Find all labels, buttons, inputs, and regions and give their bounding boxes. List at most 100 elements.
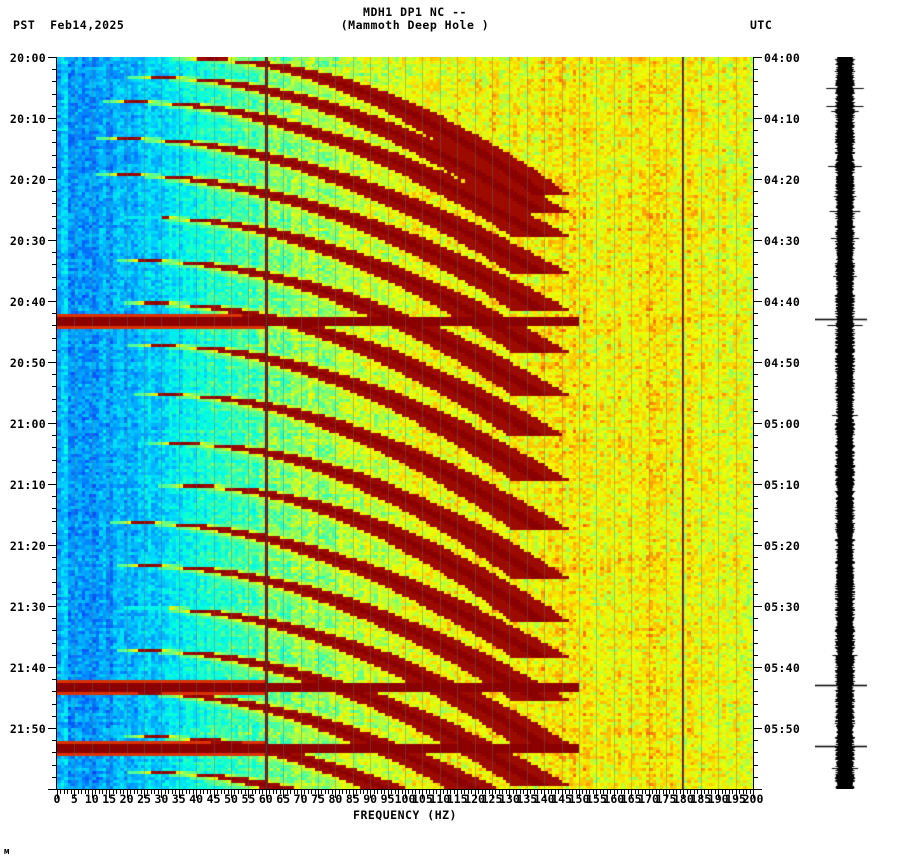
- y-axis-minor-tick-right: [753, 581, 758, 583]
- y-axis-minor-tick-right: [753, 752, 758, 754]
- x-axis-minor-tick: [192, 789, 194, 794]
- x-axis-minor-tick: [359, 789, 361, 794]
- x-axis-minor-tick: [356, 789, 358, 794]
- x-axis-minor-tick: [582, 789, 584, 794]
- x-axis-major-tick: [387, 789, 389, 798]
- x-axis-major-tick: [196, 789, 198, 798]
- x-axis-major-tick: [126, 789, 128, 798]
- y-axis-minor-tick-right: [753, 105, 758, 107]
- y-axis-minor-tick-left: [52, 93, 57, 95]
- y-axis-minor-tick-left: [52, 81, 57, 83]
- x-axis-minor-tick: [206, 789, 208, 794]
- y-axis-label-pst: 21:10: [9, 478, 46, 492]
- y-axis-minor-tick-right: [753, 740, 758, 742]
- x-axis-minor-tick: [324, 789, 326, 794]
- spectrogram-plot[interactable]: [57, 57, 753, 789]
- y-axis-minor-tick-left: [52, 557, 57, 559]
- x-axis-minor-tick: [210, 789, 212, 794]
- x-axis-minor-tick: [749, 789, 751, 794]
- x-axis-minor-tick: [547, 789, 549, 794]
- y-axis-minor-tick-left: [52, 471, 57, 473]
- x-axis-minor-tick: [690, 789, 692, 794]
- x-axis-tick-label: 190: [707, 792, 729, 806]
- y-axis-label-utc: 05:30: [764, 600, 801, 614]
- x-axis-major-tick: [405, 789, 406, 798]
- x-axis-minor-tick: [425, 789, 427, 794]
- y-axis-minor-tick-left: [52, 569, 57, 571]
- x-axis-tick-label: 40: [189, 792, 204, 806]
- y-axis-label-utc: 04:20: [764, 173, 801, 187]
- x-axis-tick-label: 80: [328, 792, 343, 806]
- corner-artifact-mark: м: [4, 847, 10, 857]
- x-axis-minor-tick: [697, 789, 699, 794]
- x-axis-major-tick: [231, 789, 232, 798]
- y-axis-label-utc: 05:40: [764, 661, 801, 675]
- y-axis-label-pst: 21:00: [9, 417, 46, 431]
- y-axis-minor-tick-left: [52, 776, 57, 778]
- y-axis-minor-tick-left: [52, 703, 57, 705]
- y-axis-minor-tick-right: [753, 630, 758, 632]
- x-axis-major-tick: [753, 789, 754, 798]
- x-axis-tick-label: 55: [241, 792, 256, 806]
- y-axis-major-tick-right: [753, 789, 762, 790]
- x-axis-tick-label: 145: [551, 792, 572, 806]
- y-axis-label-utc: 05:50: [764, 722, 801, 736]
- x-axis-minor-tick: [63, 789, 65, 794]
- y-axis-major-tick-left: [48, 423, 57, 424]
- y-axis-major-tick-left: [48, 362, 57, 363]
- y-axis-minor-tick-left: [52, 679, 57, 681]
- y-axis-minor-tick-left: [52, 593, 57, 595]
- x-axis-major-tick: [109, 789, 111, 798]
- x-axis-minor-tick: [234, 789, 236, 794]
- y-axis-label-pst: 20:30: [9, 234, 46, 248]
- x-axis-minor-tick: [519, 789, 521, 794]
- x-axis-minor-tick: [478, 789, 480, 794]
- x-axis-minor-tick: [669, 789, 671, 794]
- y-axis-minor-tick-left: [52, 142, 57, 144]
- x-axis-minor-tick: [95, 789, 97, 794]
- x-axis-minor-tick: [638, 789, 640, 794]
- y-axis-minor-tick-left: [52, 654, 57, 656]
- x-axis-major-tick: [422, 789, 424, 798]
- x-axis-minor-tick: [662, 789, 664, 794]
- x-axis-minor-tick: [676, 789, 678, 794]
- x-axis-tick-label: 50: [224, 792, 238, 806]
- x-axis-tick-label: 130: [499, 792, 520, 806]
- y-axis-minor-tick-right: [753, 374, 758, 376]
- x-axis-minor-tick: [293, 789, 295, 794]
- x-axis-tick-label: 155: [586, 792, 607, 806]
- y-axis-label-pst: 20:00: [9, 51, 46, 65]
- x-axis-minor-tick: [70, 789, 72, 794]
- x-axis-major-tick: [144, 789, 145, 798]
- x-axis-minor-tick: [620, 789, 622, 794]
- y-axis-label-pst: 20:40: [9, 295, 46, 309]
- x-axis-minor-tick: [641, 789, 643, 794]
- x-axis-major-tick: [91, 789, 93, 798]
- x-axis-minor-tick: [290, 789, 292, 794]
- x-axis-minor-tick: [533, 789, 535, 794]
- y-axis-minor-tick-left: [52, 764, 57, 766]
- x-axis-minor-tick: [338, 789, 340, 794]
- x-axis-tick-label: 85: [345, 792, 360, 806]
- x-axis-major-tick: [335, 789, 337, 798]
- x-axis-minor-tick: [227, 789, 229, 794]
- y-axis-major-tick-right: [753, 667, 762, 668]
- x-axis-minor-tick: [88, 789, 90, 794]
- x-axis-tick-label: 100: [394, 792, 416, 806]
- x-axis-minor-tick: [345, 789, 347, 794]
- x-axis-minor-tick: [432, 789, 434, 794]
- x-axis-minor-tick: [81, 789, 83, 794]
- y-axis-minor-tick-right: [753, 276, 758, 278]
- x-axis-major-tick: [283, 789, 285, 798]
- x-axis-minor-tick: [585, 789, 587, 794]
- y-axis-minor-tick-left: [52, 252, 57, 254]
- y-axis-major-tick-left: [48, 545, 57, 546]
- x-axis-tick-label: 20: [119, 792, 134, 806]
- x-axis-tick-label: 135: [516, 792, 538, 806]
- y-axis-minor-tick-right: [753, 569, 758, 571]
- y-axis-minor-tick-left: [52, 630, 57, 632]
- y-axis-minor-tick-left: [52, 715, 57, 717]
- y-axis-major-tick-right: [753, 118, 762, 119]
- y-axis-minor-tick-right: [753, 557, 758, 559]
- x-axis-tick-label: 175: [655, 792, 677, 806]
